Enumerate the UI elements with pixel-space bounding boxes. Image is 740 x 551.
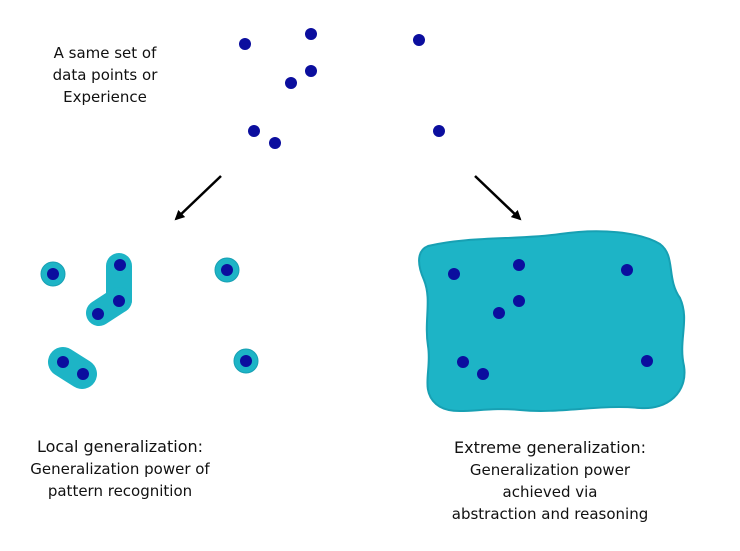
left-arrow xyxy=(174,175,222,221)
data-point xyxy=(240,355,252,367)
top-label-line: Experience xyxy=(63,88,147,106)
data-point xyxy=(92,308,104,320)
top-label-line: data points or xyxy=(52,66,158,84)
local-line: pattern recognition xyxy=(47,482,193,500)
top-label: A same set of data points or Experience xyxy=(30,42,180,108)
data-point xyxy=(513,295,525,307)
local-generalization-label: Local generalization: Generalization pow… xyxy=(10,436,230,502)
data-point xyxy=(221,264,233,276)
top-data-points xyxy=(239,28,445,149)
data-point xyxy=(641,355,653,367)
data-point xyxy=(305,65,317,77)
data-point xyxy=(621,264,633,276)
local-line: Generalization power of xyxy=(30,460,210,478)
data-point xyxy=(433,125,445,137)
data-point xyxy=(114,259,126,271)
extreme-line: Generalization power xyxy=(469,461,631,479)
data-point xyxy=(57,356,69,368)
data-point xyxy=(513,259,525,271)
data-point xyxy=(493,307,505,319)
data-point xyxy=(269,137,281,149)
extreme-data-points xyxy=(448,259,653,380)
data-point xyxy=(285,77,297,89)
local-title: Local generalization: xyxy=(36,437,204,456)
data-point xyxy=(448,268,460,280)
extreme-generalization-region xyxy=(418,230,686,413)
data-point xyxy=(113,295,125,307)
extreme-line: achieved via xyxy=(502,483,598,501)
right-arrow xyxy=(474,175,522,221)
data-point xyxy=(239,38,251,50)
data-point xyxy=(77,368,89,380)
local-data-points xyxy=(47,259,252,380)
extreme-line: abstraction and reasoning xyxy=(451,505,649,523)
extreme-generalization-label: Extreme generalization: Generalization p… xyxy=(430,437,670,525)
data-point xyxy=(457,356,469,368)
data-point xyxy=(305,28,317,40)
data-point xyxy=(477,368,489,380)
data-point xyxy=(47,268,59,280)
data-point xyxy=(413,34,425,46)
extreme-title: Extreme generalization: xyxy=(454,438,646,457)
data-point xyxy=(248,125,260,137)
top-label-line: A same set of xyxy=(53,44,157,62)
